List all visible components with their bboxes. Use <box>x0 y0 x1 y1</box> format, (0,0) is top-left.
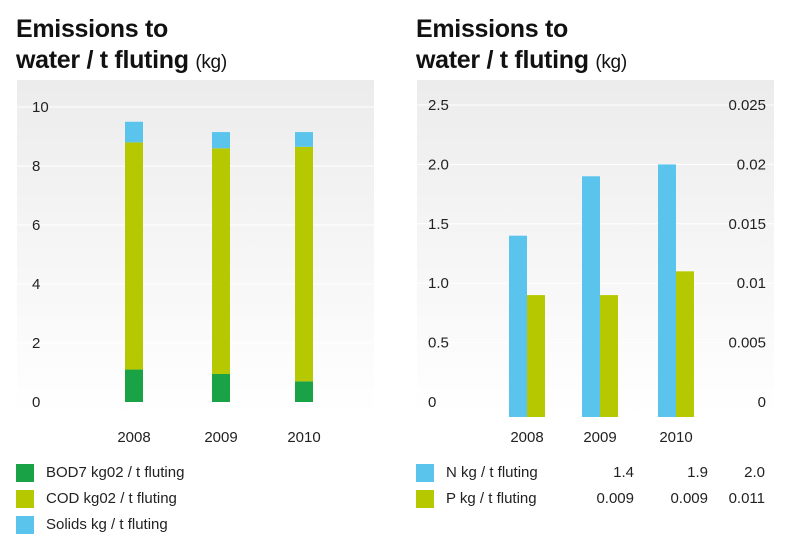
bar-p-2009 <box>600 295 618 417</box>
legend-swatch-cod <box>16 490 34 508</box>
bar-cod-2009 <box>212 148 230 374</box>
y-tick-label-right: 1.0 <box>428 275 449 292</box>
y-tick-label-left: 4 <box>32 276 40 293</box>
y2-tick-label-right: 0.015 <box>728 216 766 233</box>
y-tick-label-right: 0.5 <box>428 335 449 352</box>
chart-title-left-line2: water / t fluting <box>16 46 189 74</box>
legend-item-bod7: BOD7 kg02 / t fluting <box>16 462 376 484</box>
bar-solids-2010 <box>295 132 313 147</box>
legend-label-bod7: BOD7 kg02 / t fluting <box>46 464 185 481</box>
table-value-n-2009: 1.9 <box>687 464 708 481</box>
y2-tick-label-right: 0 <box>758 394 766 411</box>
table-value-p-2010: 0.011 <box>728 490 765 507</box>
chart-title-right-unit: (kg) <box>595 52 627 73</box>
y-tick-label-right: 2.0 <box>428 156 449 173</box>
chart-title-left-unit: (kg) <box>195 52 227 73</box>
bar-solids-2008 <box>125 121 143 143</box>
chart-title-left-line1: Emissions to <box>16 15 168 43</box>
chart-title-right-line1: Emissions to <box>416 15 568 43</box>
legend-item-solids: Solids kg / t fluting <box>16 514 376 536</box>
legend-swatch-n <box>416 464 434 482</box>
chart-panel-left: Emissions to water / t fluting (kg) 0 2 4 6… <box>0 0 390 544</box>
bar-p-2008 <box>527 295 545 417</box>
chart-panel-right: Emissions to water / t fluting (kg) 0 0.5… <box>400 0 790 544</box>
legend-item-p: P kg / t fluting 0.009 0.009 0.011 <box>416 488 776 510</box>
y2-tick-label-right: 0.025 <box>728 97 766 114</box>
y-tick-label-left: 2 <box>32 335 40 352</box>
y-tick-label-right: 0 <box>428 394 436 411</box>
x-tick-label-left: 2010 <box>287 429 320 446</box>
legend-label-p: P kg / t fluting <box>446 490 537 507</box>
bar-n-2010 <box>658 164 676 417</box>
legend-swatch-p <box>416 490 434 508</box>
legend-label-solids: Solids kg / t fluting <box>46 516 168 533</box>
bar-cod-2010 <box>295 146 313 382</box>
bar-n-2008 <box>509 235 527 417</box>
chart-title-right: Emissions to water / t fluting (kg) <box>416 14 627 78</box>
y2-tick-label-right: 0.005 <box>728 335 766 352</box>
table-value-n-2010: 2.0 <box>744 464 765 481</box>
bar-cod-2008 <box>125 142 143 370</box>
chart-title-right-line2: water / t fluting <box>416 46 589 74</box>
y-tick-label-left: 0 <box>32 394 40 411</box>
bar-solids-2009 <box>212 132 230 149</box>
y-tick-label-right: 2.5 <box>428 97 449 114</box>
x-tick-label-left: 2009 <box>204 429 237 446</box>
legend-label-cod: COD kg02 / t fluting <box>46 490 177 507</box>
legend-label-n: N kg / t fluting <box>446 464 538 481</box>
legend-item-cod: COD kg02 / t fluting <box>16 488 376 510</box>
chart-left: 0 2 4 6 8 10 2008 2009 2010 <box>17 80 374 446</box>
y-tick-label-left: 8 <box>32 158 40 175</box>
legend-item-n: N kg / t fluting 1.4 1.9 2.0 <box>416 462 776 484</box>
y2-tick-label-right: 0.01 <box>737 275 766 292</box>
plot-area-left <box>17 80 374 417</box>
bar-bod7-2009 <box>212 373 230 402</box>
bar-bod7-2008 <box>125 369 143 402</box>
y-tick-label-left: 6 <box>32 217 40 234</box>
x-tick-label-right: 2009 <box>583 429 616 446</box>
table-value-p-2008: 0.009 <box>596 490 634 507</box>
chart-right: 0 0.5 1.0 1.5 2.0 2.5 0 0.005 0.01 0.015 0.02 0.025… <box>417 80 774 446</box>
table-value-p-2009: 0.009 <box>670 490 708 507</box>
x-tick-label-right: 2010 <box>659 429 692 446</box>
chart-title-left: Emissions to water / t fluting (kg) <box>16 14 227 78</box>
x-tick-label-right: 2008 <box>510 429 543 446</box>
bar-n-2009 <box>582 176 600 417</box>
bar-bod7-2010 <box>295 381 313 402</box>
x-tick-label-left: 2008 <box>117 429 150 446</box>
legend-swatch-bod7 <box>16 464 34 482</box>
table-value-n-2008: 1.4 <box>613 464 634 481</box>
y-tick-label-right: 1.5 <box>428 216 449 233</box>
legend-swatch-solids <box>16 516 34 534</box>
y2-tick-label-right: 0.02 <box>737 156 766 173</box>
bar-p-2010 <box>676 271 694 417</box>
y-tick-label-left: 10 <box>32 99 49 116</box>
